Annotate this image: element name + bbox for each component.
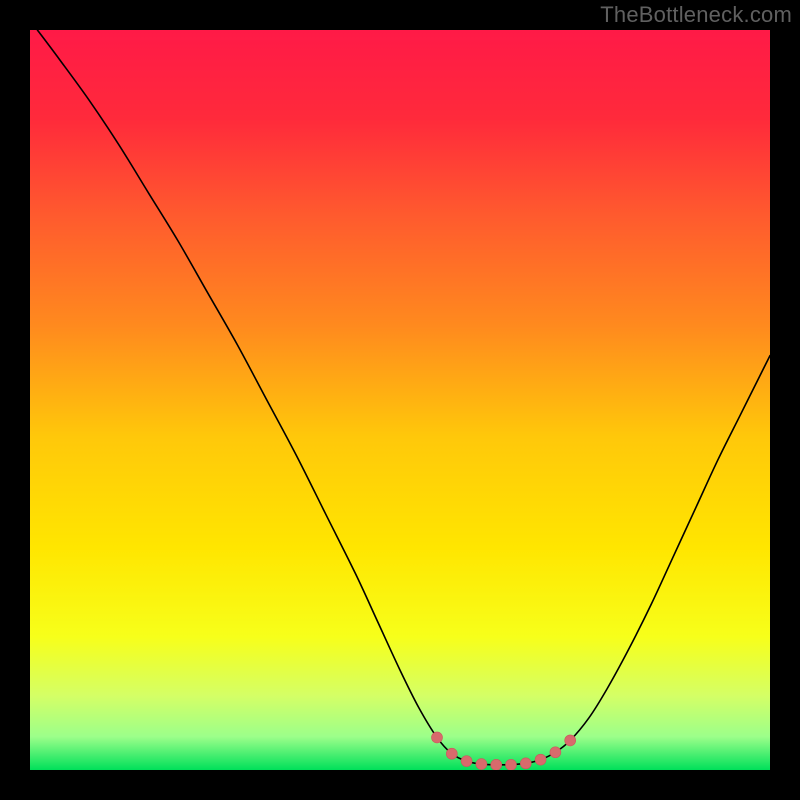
marker-dot: [550, 747, 561, 758]
bottleneck-chart: [30, 30, 770, 770]
marker-dot: [446, 748, 457, 759]
chart-svg: [30, 30, 770, 770]
marker-dot: [432, 732, 443, 743]
marker-dot: [506, 759, 517, 770]
marker-dot: [476, 759, 487, 770]
marker-dot: [520, 758, 531, 769]
marker-dot: [535, 754, 546, 765]
watermark-text: TheBottleneck.com: [600, 2, 792, 28]
chart-background: [30, 30, 770, 770]
marker-dot: [491, 759, 502, 770]
marker-dot: [461, 756, 472, 767]
marker-dot: [565, 735, 576, 746]
